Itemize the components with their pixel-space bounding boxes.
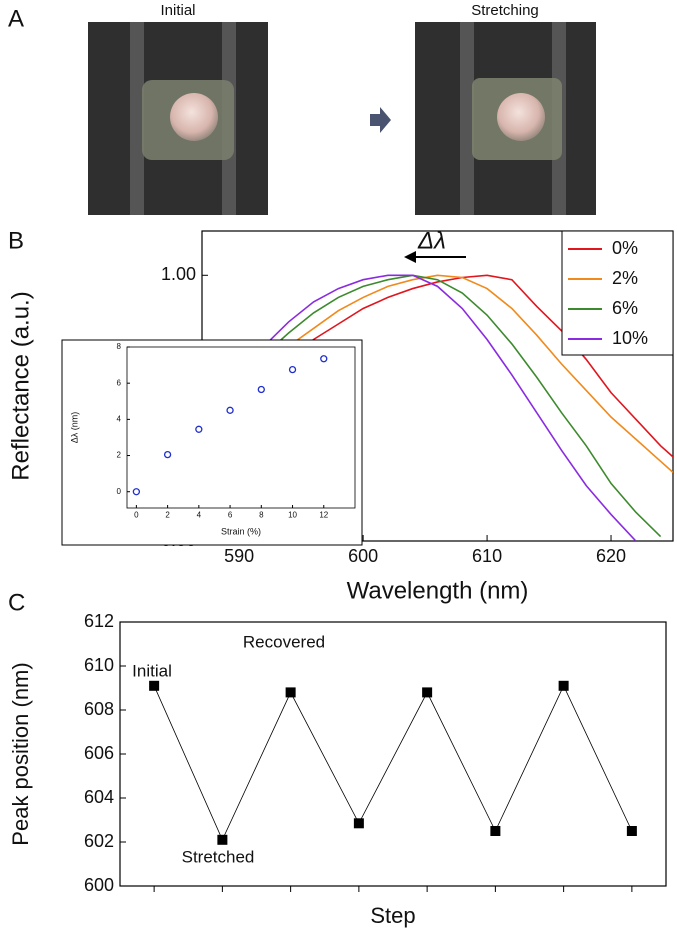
annotation: Recovered xyxy=(243,632,325,651)
line xyxy=(153,684,633,841)
x-tick-label: 4 xyxy=(197,510,202,519)
x-tick-label: 8 xyxy=(259,510,264,519)
y-tick-label: 2 xyxy=(117,451,122,460)
annotation: Initial xyxy=(132,661,172,680)
y-tick-label: 0 xyxy=(117,487,122,496)
annotation: Δλ xyxy=(417,227,446,254)
point xyxy=(195,425,203,433)
point xyxy=(257,385,265,394)
x-tick-label: 0 xyxy=(134,510,139,519)
photo-title: Stretching xyxy=(471,2,539,19)
arrow xyxy=(370,107,391,133)
line xyxy=(263,274,637,541)
x-axis-label: Strain (%) xyxy=(221,526,261,536)
y-axis-label: Δλ (nm) xyxy=(69,412,79,444)
marker xyxy=(149,680,160,691)
x-tick-label: 6 xyxy=(228,510,233,519)
panel-label: C xyxy=(8,589,25,616)
y-tick-label: 600 xyxy=(84,875,114,895)
point xyxy=(320,355,328,363)
marker xyxy=(422,687,433,698)
marker xyxy=(217,834,228,845)
marker xyxy=(558,680,569,691)
plot-frame xyxy=(119,621,667,887)
panel-label: B xyxy=(8,227,24,254)
panel-label: A xyxy=(8,5,24,32)
y-tick-label: 8 xyxy=(117,342,122,351)
y-tick-label: 612 xyxy=(84,611,114,631)
x-tick-label: 610 xyxy=(472,546,502,566)
x-axis-label: Step xyxy=(370,903,415,928)
x-tick-label: 2 xyxy=(165,510,170,519)
legend-label: 6% xyxy=(612,298,638,318)
marker xyxy=(626,826,637,836)
photo-initial xyxy=(88,22,268,215)
x-tick-label: 590 xyxy=(224,546,254,566)
annotation-arrowhead xyxy=(404,251,416,263)
inset-background xyxy=(61,339,363,546)
plot-frame xyxy=(126,346,356,509)
marker xyxy=(285,687,296,698)
line xyxy=(263,274,662,538)
point xyxy=(226,406,234,414)
point xyxy=(288,365,297,374)
legend-label: 10% xyxy=(612,328,648,348)
legend-box xyxy=(561,230,674,356)
point xyxy=(132,488,141,496)
x-axis-label: Wavelength (nm) xyxy=(347,577,529,604)
y-tick-label: 4 xyxy=(117,414,122,423)
y-axis-label: Peak position (nm) xyxy=(8,662,33,845)
legend-label: 0% xyxy=(612,238,638,258)
curves xyxy=(263,274,673,541)
annotation: Stretched xyxy=(182,847,255,866)
y-tick-label: 602 xyxy=(84,831,114,851)
y-tick-label: 1.00 xyxy=(161,264,196,284)
line xyxy=(288,274,673,473)
marker xyxy=(490,826,501,836)
y-tick-label: 604 xyxy=(84,787,114,807)
x-tick-label: 620 xyxy=(596,546,626,566)
marker xyxy=(353,818,364,829)
y-tick-label: 608 xyxy=(84,699,114,719)
y-tick-label: 6 xyxy=(117,378,122,387)
photo-stretching xyxy=(415,22,596,215)
y-tick-label: 610 xyxy=(84,655,114,675)
x-tick-label: 600 xyxy=(348,546,378,566)
y-axis-label: Reflectance (a.u.) xyxy=(7,291,34,480)
point xyxy=(163,450,172,459)
y-tick-label: 606 xyxy=(84,743,114,763)
x-tick-label: 10 xyxy=(288,510,297,519)
legend-label: 2% xyxy=(612,268,638,288)
line xyxy=(288,274,673,458)
photo-title: Initial xyxy=(160,2,195,19)
x-tick-label: 12 xyxy=(319,510,328,519)
